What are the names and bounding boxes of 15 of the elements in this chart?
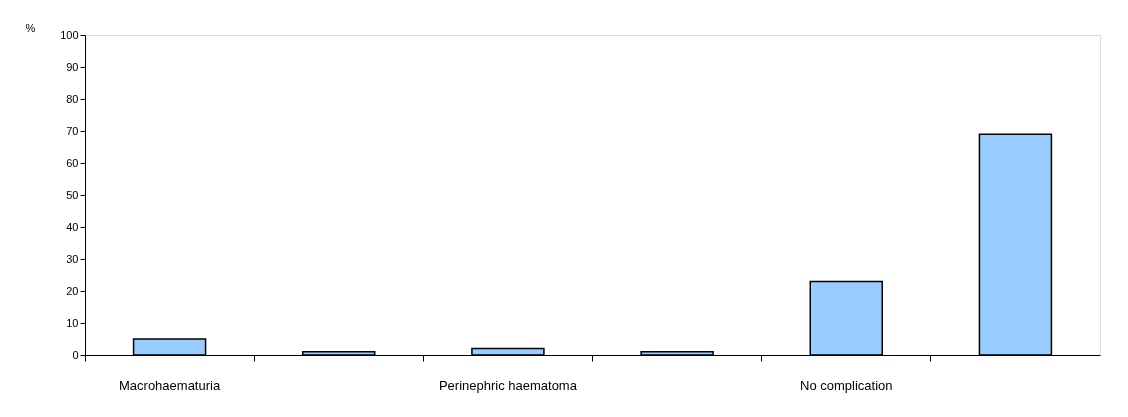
x-tick-label: No complication bbox=[800, 377, 893, 393]
y-tick-label: 70 bbox=[66, 124, 79, 137]
y-tick-label: 80 bbox=[66, 92, 79, 105]
y-tick-label: 100 bbox=[60, 28, 79, 41]
y-tick-label: 50 bbox=[66, 188, 79, 201]
y-tick-label: 60 bbox=[66, 156, 79, 169]
x-tick-label: Perinephric haematoma bbox=[438, 377, 578, 393]
y-axis-title: % bbox=[25, 21, 36, 34]
y-tick-label: 20 bbox=[66, 284, 79, 297]
y-tick-label: 90 bbox=[66, 60, 79, 73]
y-tick-label: 10 bbox=[66, 316, 79, 329]
y-tick-label: 30 bbox=[66, 252, 79, 265]
y-tick-label: 40 bbox=[66, 220, 79, 233]
y-tick-label: 0 bbox=[72, 348, 79, 361]
x-tick-label: Macrohaematuria bbox=[119, 377, 221, 393]
